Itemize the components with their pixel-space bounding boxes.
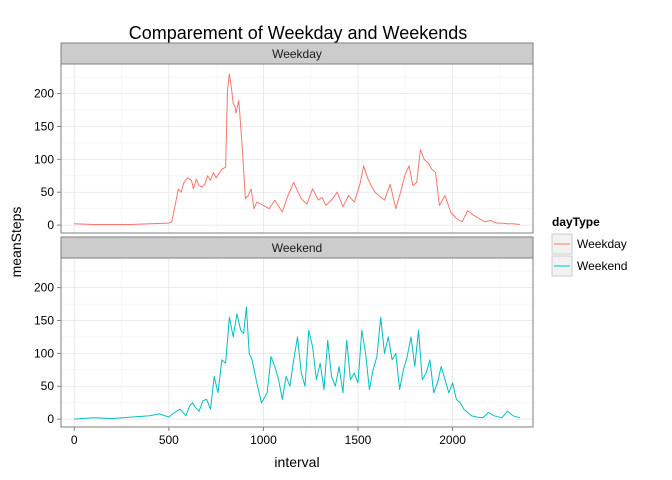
y-tick-label: 100 xyxy=(34,152,54,166)
x-tick-label: 1500 xyxy=(345,433,372,447)
chart-title: Comparement of Weekday and Weekends xyxy=(129,23,468,43)
y-tick-label: 50 xyxy=(41,379,55,393)
legend-item-weekday: Weekday xyxy=(551,233,627,255)
legend-label-weekday: Weekday xyxy=(577,237,627,251)
y-tick-label: 200 xyxy=(34,87,54,101)
y-tick-label: 0 xyxy=(47,412,54,426)
x-tick-label: 2000 xyxy=(439,433,466,447)
series-line-weekend xyxy=(74,306,520,420)
plot-area-weekend: 0 50 100 150 200 xyxy=(34,257,534,428)
y-tick-label: 100 xyxy=(34,346,54,360)
legend-label-weekend: Weekend xyxy=(577,259,627,273)
x-tick-label: 0 xyxy=(71,433,78,447)
legend-title: dayType xyxy=(552,215,600,229)
x-axis: 0 500 1000 1500 2000 xyxy=(71,427,466,447)
series-line-weekday xyxy=(74,73,520,225)
x-tick-label: 500 xyxy=(159,433,179,447)
panel-border-weekday xyxy=(60,63,534,234)
strip-label-weekend: Weekend xyxy=(272,241,322,255)
y-tick-label: 50 xyxy=(41,185,55,199)
y-tick-label: 0 xyxy=(47,218,54,232)
x-axis-title: interval xyxy=(274,454,319,470)
legend: dayType Weekday Weekend xyxy=(551,215,627,277)
y-tick-label: 150 xyxy=(34,119,54,133)
plot-area-weekday: 0 50 100 150 200 xyxy=(34,63,534,234)
strip-label-weekday: Weekday xyxy=(272,47,322,61)
panel-weekday: Weekday 0 50 100 150 200 xyxy=(34,42,534,234)
plot-background-weekday xyxy=(61,64,533,233)
x-tick-label: 1000 xyxy=(250,433,277,447)
legend-item-weekend: Weekend xyxy=(551,255,627,277)
y-tick-label: 150 xyxy=(34,313,54,327)
y-tick-label: 200 xyxy=(34,281,54,295)
panel-border-weekend xyxy=(60,257,534,428)
y-axis-title: meanSteps xyxy=(8,207,24,278)
panel-weekend: Weekend 0 50 100 150 200 xyxy=(34,236,534,428)
